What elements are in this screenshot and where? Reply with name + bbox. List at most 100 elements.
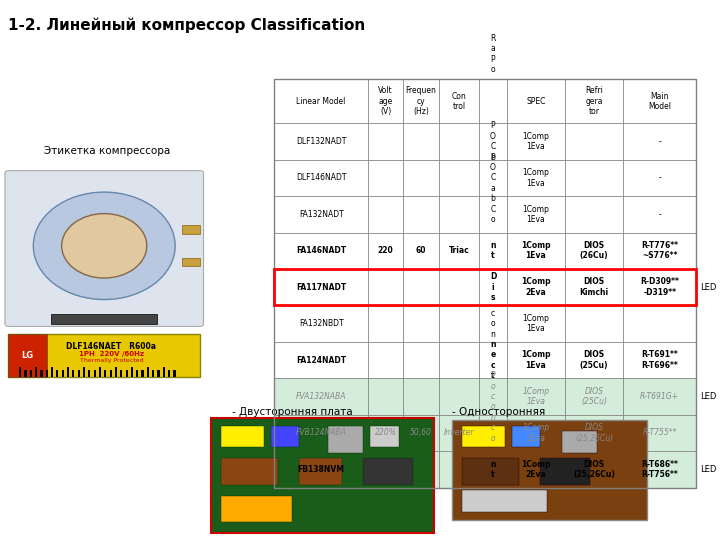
Bar	[89, 370, 91, 377]
Bar	[507, 160, 565, 196]
Bar	[462, 458, 519, 485]
Bar	[141, 370, 143, 377]
Bar	[438, 342, 479, 378]
Bar	[182, 225, 200, 234]
Text: -: -	[658, 210, 661, 219]
Bar	[120, 370, 122, 377]
Text: SPEC: SPEC	[526, 97, 546, 106]
Text: Этикетка компрессора: Этикетка компрессора	[44, 146, 170, 157]
Bar	[479, 233, 507, 269]
Text: R-T686**
R-T756**: R-T686** R-T756**	[642, 460, 678, 479]
Bar	[512, 426, 541, 447]
Bar	[136, 370, 138, 377]
Bar	[565, 415, 623, 451]
Bar	[403, 378, 438, 415]
Bar	[623, 196, 696, 233]
Text: P
O
C
a
b: P O C a b	[490, 152, 496, 203]
Text: DIOS
Kimchi: DIOS Kimchi	[580, 278, 608, 297]
Bar	[9, 334, 48, 377]
Bar	[300, 458, 342, 485]
Text: P
O
C
b: P O C b	[490, 122, 496, 161]
Bar	[479, 160, 507, 196]
Bar	[479, 269, 507, 306]
Bar	[24, 370, 27, 377]
Ellipse shape	[62, 214, 147, 278]
Bar	[274, 269, 696, 306]
Text: FA117NADT: FA117NADT	[296, 282, 346, 292]
Text: Frequen
cy
(Hz): Frequen cy (Hz)	[405, 86, 436, 116]
Bar	[78, 370, 80, 377]
Text: Refri
gera
tor: Refri gera tor	[585, 86, 603, 116]
Text: 60: 60	[415, 246, 426, 255]
Bar	[438, 160, 479, 196]
Text: Main
Model: Main Model	[648, 92, 671, 111]
Bar	[565, 196, 623, 233]
Bar	[368, 233, 403, 269]
Text: FA132NBDT: FA132NBDT	[299, 319, 343, 328]
Bar	[274, 269, 368, 306]
Bar	[67, 367, 69, 377]
Text: Volt
age
(V): Volt age (V)	[378, 86, 393, 116]
Bar	[438, 451, 479, 488]
Bar	[479, 306, 507, 342]
Bar	[368, 415, 403, 451]
Bar	[51, 314, 158, 323]
Bar	[274, 123, 368, 160]
Bar	[274, 415, 368, 451]
Bar	[403, 196, 438, 233]
Bar	[438, 306, 479, 342]
Bar	[271, 426, 300, 447]
Bar	[30, 370, 32, 377]
Bar	[72, 370, 74, 377]
Bar	[211, 418, 434, 533]
Bar	[507, 123, 565, 160]
Bar	[368, 342, 403, 378]
Text: FA124NADT: FA124NADT	[296, 355, 346, 364]
Bar	[152, 370, 154, 377]
Bar	[403, 306, 438, 342]
Bar	[370, 426, 399, 447]
Text: 1Comp
1Eva: 1Comp 1Eva	[523, 168, 549, 187]
Text: 1Comp
1Eva: 1Comp 1Eva	[523, 387, 549, 406]
Bar	[94, 370, 96, 377]
Text: R-T691G+: R-T691G+	[640, 392, 679, 401]
Text: FA146NADT: FA146NADT	[296, 246, 346, 255]
Bar	[9, 334, 200, 377]
Text: Con
trol: Con trol	[451, 92, 467, 111]
Bar	[507, 451, 565, 488]
Bar	[403, 451, 438, 488]
Text: R-T776**
~S776**: R-T776** ~S776**	[642, 241, 678, 260]
Text: LED: LED	[700, 392, 716, 401]
Bar	[565, 306, 623, 342]
Bar	[368, 306, 403, 342]
Bar	[328, 426, 363, 453]
Bar	[274, 233, 368, 269]
Bar	[451, 421, 647, 520]
Bar	[115, 367, 117, 377]
Bar	[163, 367, 165, 377]
Text: 1Comp
2Eva: 1Comp 2Eva	[523, 423, 549, 443]
Text: -: -	[658, 173, 661, 183]
Bar	[479, 342, 507, 378]
Bar	[479, 196, 507, 233]
Bar	[131, 367, 133, 377]
Text: Inverter: Inverter	[444, 428, 474, 437]
Bar	[479, 415, 507, 451]
Bar	[438, 196, 479, 233]
Bar	[565, 79, 623, 123]
Text: 1-2. Линейный компрессор Classification: 1-2. Линейный компрессор Classification	[9, 17, 366, 33]
Bar	[623, 79, 696, 123]
Bar	[479, 451, 507, 488]
Bar	[507, 233, 565, 269]
Bar	[182, 258, 200, 266]
Bar	[274, 451, 368, 488]
Text: FA132NADT: FA132NADT	[299, 210, 343, 219]
Bar	[403, 233, 438, 269]
Bar	[507, 79, 565, 123]
Bar	[438, 123, 479, 160]
Bar	[479, 378, 507, 415]
Text: DIOS
(26Cu): DIOS (26Cu)	[580, 241, 608, 260]
Bar	[565, 342, 623, 378]
Text: LG: LG	[22, 352, 34, 361]
Bar	[368, 196, 403, 233]
